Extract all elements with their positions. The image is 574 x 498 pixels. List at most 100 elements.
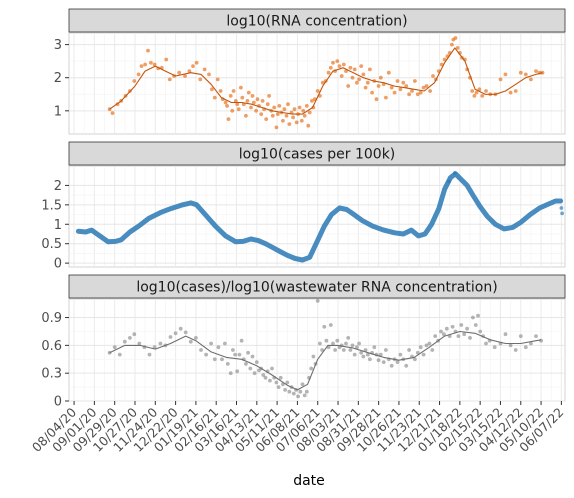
y-tick-label: 0.5 [41, 237, 62, 252]
data-point [212, 95, 217, 100]
data-point [421, 85, 426, 90]
data-point [376, 84, 381, 88]
data-point [534, 69, 538, 73]
data-point [275, 112, 280, 116]
series [107, 299, 543, 399]
data-point [472, 94, 477, 98]
data-point [376, 358, 381, 363]
data-point [337, 64, 342, 68]
data-point [249, 105, 253, 110]
gridlines [69, 33, 565, 134]
data-point [447, 179, 451, 184]
data-point [225, 362, 230, 366]
data-point [244, 113, 248, 118]
data-point [410, 89, 414, 93]
data-point [226, 117, 231, 121]
data-point [240, 95, 245, 100]
smooth-line [109, 47, 543, 115]
data-point [322, 324, 327, 329]
x-axis-title: date [293, 473, 325, 489]
data-point [215, 77, 220, 82]
data-point [395, 79, 400, 83]
data-point [324, 338, 329, 343]
data-point [270, 113, 275, 118]
panel-background [68, 298, 566, 402]
data-point [529, 77, 533, 82]
data-point [302, 113, 307, 118]
data-point [199, 348, 203, 352]
data-point [433, 334, 438, 338]
y-tick-label: 0.6 [41, 339, 62, 354]
data-point [365, 80, 370, 85]
data-point [177, 70, 182, 75]
y-tick-label: 0.3 [41, 367, 62, 382]
data-point [283, 388, 287, 392]
data-point [339, 74, 344, 78]
data-point [246, 90, 251, 95]
panel-3: log10(cases)/log10(wastewater RNA concen… [41, 274, 566, 410]
data-point [328, 65, 333, 70]
data-point [272, 105, 277, 110]
data-point [344, 341, 348, 346]
data-point [492, 345, 497, 350]
data-point [223, 100, 228, 105]
data-point [439, 329, 443, 334]
data-point [263, 375, 268, 380]
data-point [228, 94, 233, 98]
data-point [470, 89, 475, 93]
data-point [456, 334, 461, 338]
data-point [235, 102, 240, 107]
data-point [389, 85, 394, 90]
data-point [225, 104, 230, 108]
data-point [350, 75, 355, 80]
data-point [378, 352, 383, 357]
panel-strip [68, 141, 566, 166]
data-point [331, 60, 335, 65]
data-point [127, 336, 132, 340]
y-tick-label: 1 [54, 218, 62, 233]
data-point [265, 102, 270, 107]
data-point [331, 341, 335, 346]
gridlines [69, 299, 565, 402]
data-point [233, 99, 238, 103]
data-point [122, 339, 127, 344]
data-point [455, 46, 460, 50]
data-point [254, 108, 258, 113]
data-point [233, 352, 238, 357]
data-point [255, 97, 260, 102]
data-point [523, 345, 528, 350]
data-point [370, 90, 374, 95]
data-point [202, 67, 207, 72]
data-point [152, 62, 157, 67]
data-point [168, 335, 173, 339]
data-point [534, 334, 538, 338]
data-point [207, 72, 211, 77]
data-point [452, 171, 457, 175]
data-point [413, 357, 417, 362]
data-point [462, 332, 467, 337]
data-point [137, 341, 142, 346]
data-point [188, 339, 193, 344]
data-point [173, 331, 178, 336]
panel-title: log10(RNA concentration) [226, 14, 407, 30]
data-point [315, 299, 320, 303]
data-point [230, 108, 235, 113]
data-point [477, 87, 482, 92]
data-point [194, 60, 199, 65]
data-point [348, 65, 353, 70]
data-point [132, 79, 137, 83]
data-point [237, 352, 242, 357]
data-point [476, 313, 480, 318]
data-point [264, 117, 269, 121]
data-point [357, 341, 361, 346]
y-tick-label: 2 [54, 179, 62, 194]
smooth-line [109, 330, 542, 391]
gridlines [69, 166, 565, 267]
data-point [286, 102, 290, 107]
data-point [191, 64, 195, 68]
data-point [508, 90, 513, 95]
data-point [318, 341, 322, 346]
data-point [246, 350, 251, 355]
data-point [341, 348, 346, 352]
